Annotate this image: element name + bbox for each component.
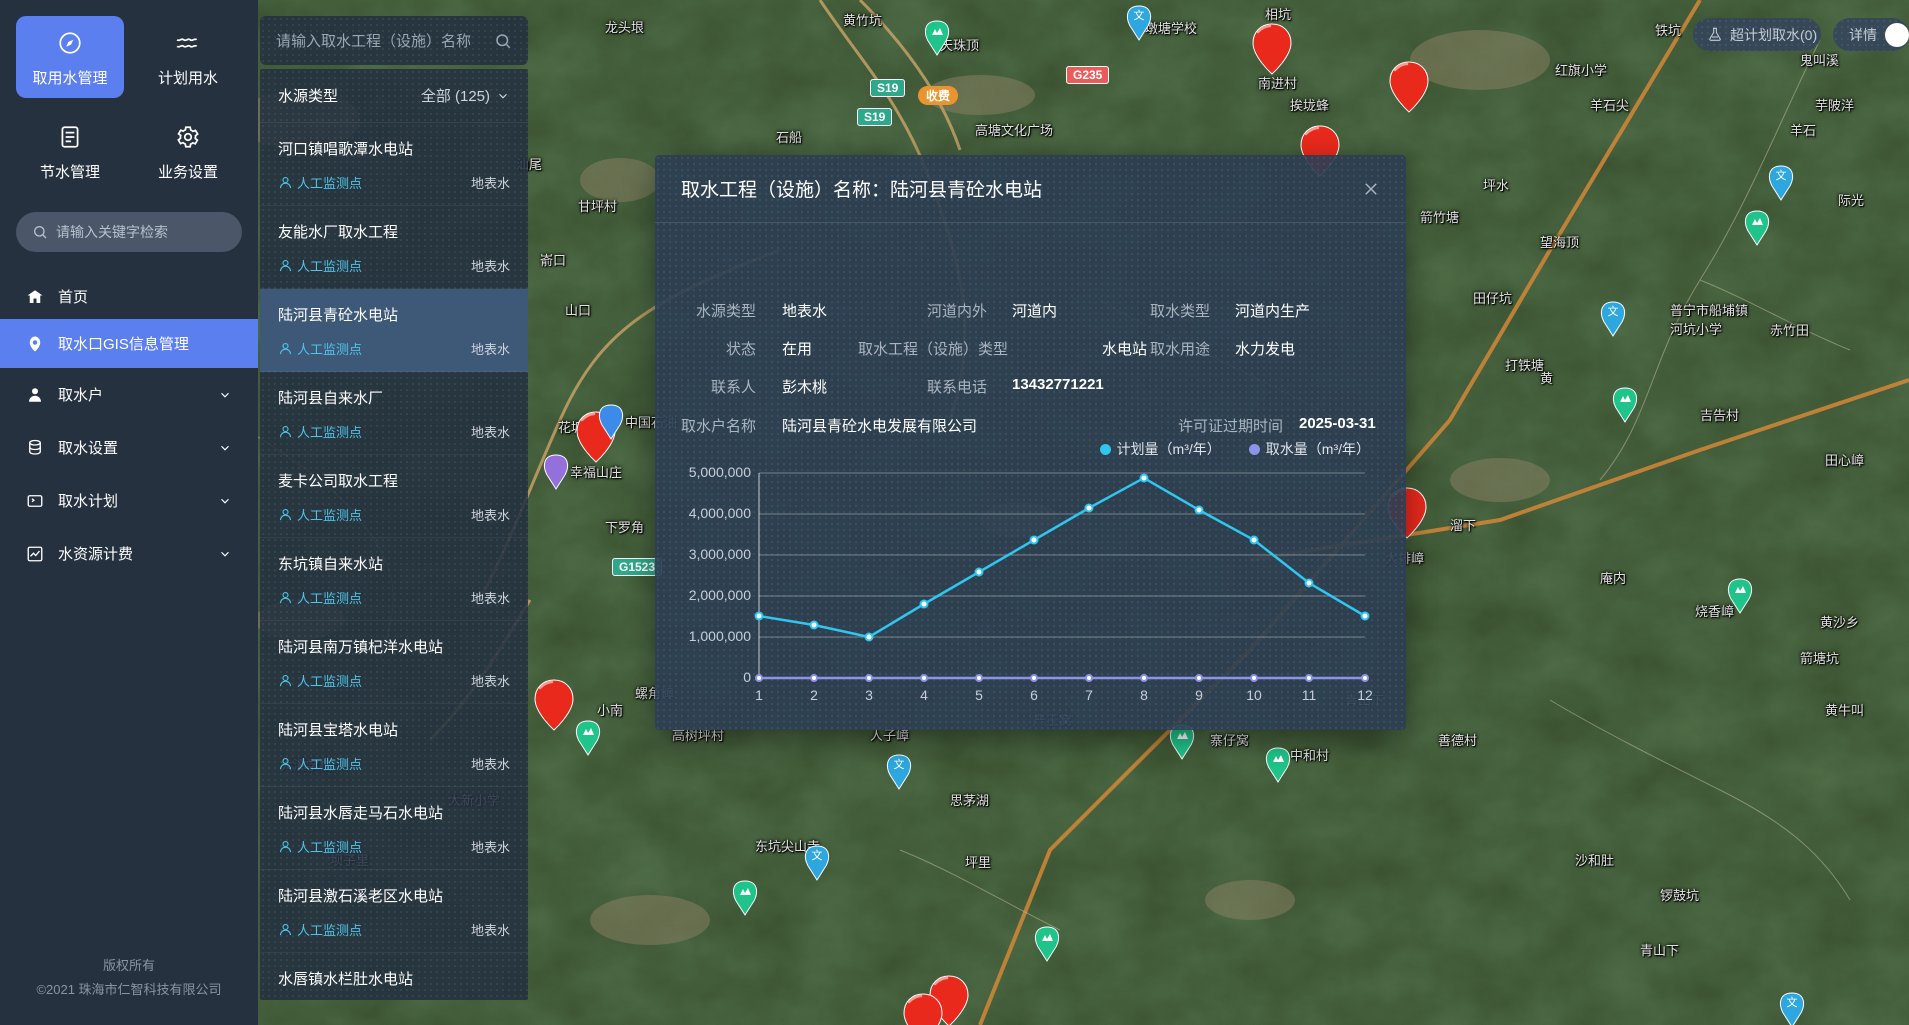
svg-text:12: 12 — [1357, 687, 1373, 703]
svg-text:8: 8 — [1140, 687, 1148, 703]
svg-text:3,000,000: 3,000,000 — [689, 546, 751, 562]
svg-text:5: 5 — [975, 687, 983, 703]
svg-text:9: 9 — [1195, 687, 1203, 703]
svg-text:10: 10 — [1246, 687, 1262, 703]
svg-text:7: 7 — [1085, 687, 1093, 703]
svg-text:6: 6 — [1030, 687, 1038, 703]
svg-text:0: 0 — [743, 669, 751, 685]
svg-text:1,000,000: 1,000,000 — [689, 628, 751, 644]
svg-text:4: 4 — [920, 687, 928, 703]
svg-text:1: 1 — [755, 687, 763, 703]
svg-text:3: 3 — [865, 687, 873, 703]
svg-text:5,000,000: 5,000,000 — [689, 464, 751, 480]
svg-text:2: 2 — [810, 687, 818, 703]
svg-text:2,000,000: 2,000,000 — [689, 587, 751, 603]
svg-text:4,000,000: 4,000,000 — [689, 505, 751, 521]
svg-text:11: 11 — [1302, 687, 1317, 703]
